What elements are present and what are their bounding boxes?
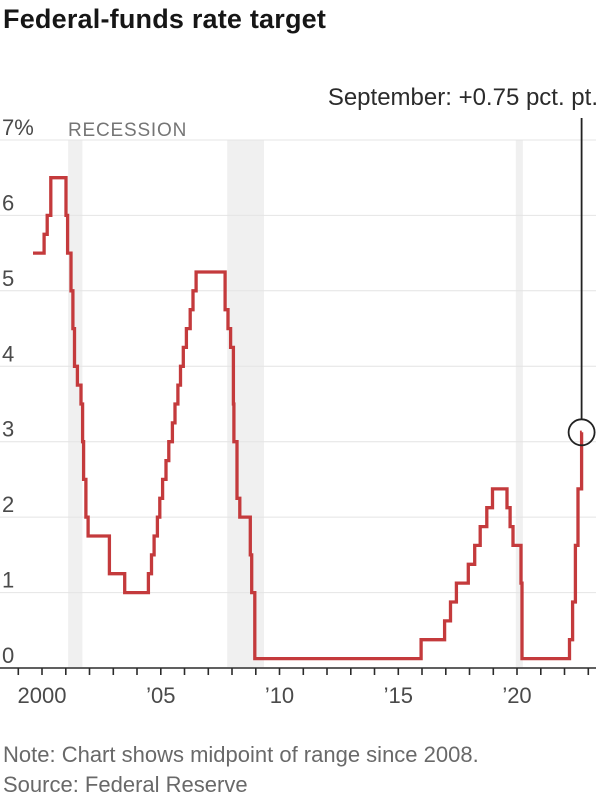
annotation-label: September: +0.75 pct. pt. — [327, 84, 598, 111]
y-tick-label: 7% — [2, 115, 34, 140]
axis-labels: RECESSION 0 1 2 3 4 5 6 7% 2000 ’05 ’10 ’15 ’20 — [2, 115, 532, 708]
annotation-callout — [567, 118, 596, 447]
fed-funds-step-chart: RECESSION 0 1 2 3 4 5 6 7% 2000 ’05 ’10 ’15 ’20 — [0, 115, 596, 708]
x-tick-label: ’05 — [146, 683, 175, 708]
x-tick-label: ’15 — [384, 683, 413, 708]
y-tick-label: 5 — [2, 266, 14, 291]
x-tick-label: ’20 — [502, 683, 531, 708]
chart-title: Federal-funds rate target — [3, 4, 327, 34]
recession-bands — [68, 140, 523, 667]
gridlines — [0, 139, 596, 594]
y-tick-label: 1 — [2, 568, 14, 593]
callout-circle — [567, 418, 596, 447]
recession-text: RECESSION — [68, 120, 187, 141]
x-tick-label: ’10 — [265, 683, 294, 708]
x-tick-label: 2000 — [18, 683, 67, 708]
y-tick-label: 6 — [2, 190, 14, 215]
y-tick-label: 2 — [2, 492, 14, 517]
y-tick-label: 4 — [2, 341, 14, 366]
fed-funds-rate-line — [33, 176, 584, 661]
chart-note: Note: Chart shows midpoint of range sinc… — [3, 742, 479, 767]
recession-band — [515, 140, 523, 667]
chart-source: Source: Federal Reserve — [3, 772, 248, 797]
y-tick-label: 0 — [2, 643, 14, 668]
rate-series — [33, 176, 584, 661]
y-tick-label: 3 — [2, 417, 14, 442]
x-axis — [0, 667, 596, 675]
